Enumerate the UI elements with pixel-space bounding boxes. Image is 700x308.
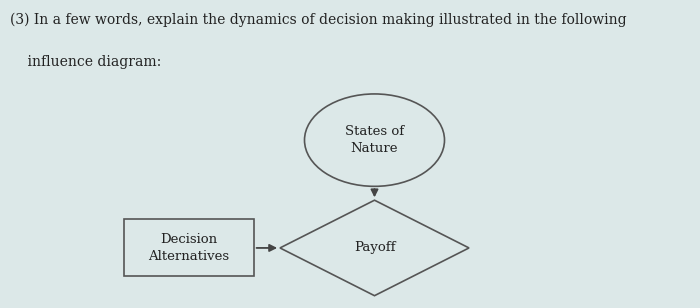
Text: (3) In a few words, explain the dynamics of decision making illustrated in the f: (3) In a few words, explain the dynamics… — [10, 12, 627, 27]
Polygon shape — [280, 200, 469, 296]
Text: Decision
Alternatives: Decision Alternatives — [148, 233, 230, 263]
Text: Payoff: Payoff — [354, 241, 395, 254]
Bar — [125, 219, 254, 277]
Text: States of
Nature: States of Nature — [345, 125, 404, 155]
Text: influence diagram:: influence diagram: — [10, 55, 162, 69]
Ellipse shape — [304, 94, 444, 186]
